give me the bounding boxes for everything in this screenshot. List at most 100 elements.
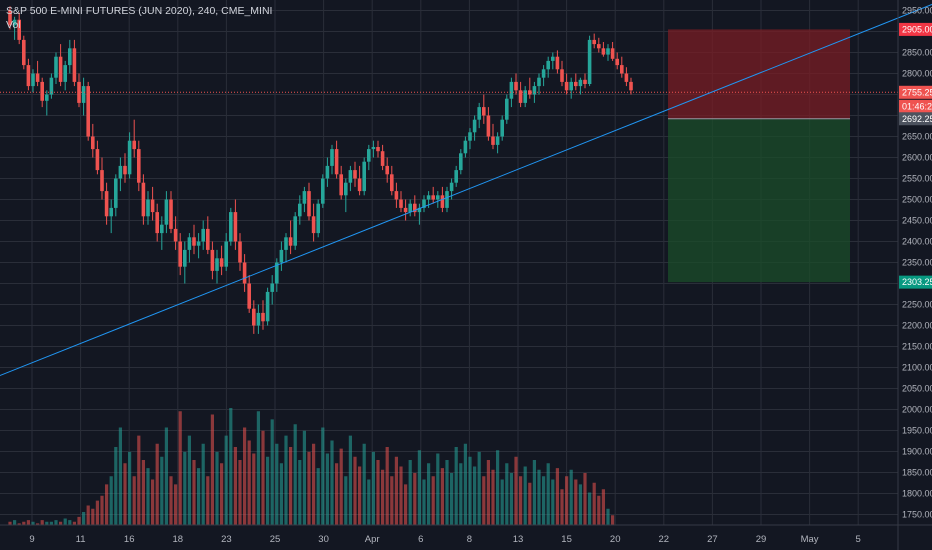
candle-body: [620, 65, 624, 74]
volume-bar: [431, 476, 435, 525]
candle-body: [284, 237, 288, 250]
volume-bar: [100, 495, 104, 525]
y-tick-label: 1900.00: [902, 447, 932, 457]
volume-bar: [316, 468, 320, 525]
volume-bar: [413, 473, 417, 525]
volume-bar: [298, 460, 302, 525]
candle-body: [403, 207, 408, 213]
volume-bar: [54, 520, 58, 525]
candle-body: [298, 203, 302, 217]
volume-bar: [574, 479, 578, 525]
candle-body: [477, 107, 481, 120]
candle-body: [288, 237, 293, 246]
candle-body: [8, 10, 12, 26]
volume-bar: [459, 463, 463, 525]
volume-indicator-label[interactable]: Vol: [6, 19, 21, 31]
y-tick-label: 2600.00: [902, 153, 932, 163]
y-tick-label: 2650.00: [902, 132, 932, 142]
candle-body: [261, 312, 265, 322]
candle-body: [100, 170, 104, 192]
volume-bar: [597, 495, 601, 525]
candle-body: [482, 107, 486, 116]
candle-body: [270, 283, 274, 292]
volume-bar: [578, 484, 582, 525]
y-tick-label: 2350.00: [902, 258, 932, 268]
y-tick-label: 1800.00: [902, 489, 932, 499]
candle-body: [40, 81, 44, 101]
volume-bar: [187, 435, 191, 525]
x-tick-label: 9: [29, 534, 34, 545]
candle-body: [560, 69, 564, 82]
volume-bar: [611, 515, 615, 525]
candle-body: [238, 241, 242, 263]
candle-body: [58, 56, 63, 82]
current-price-tag-bg: [899, 85, 932, 99]
candle-body: [109, 207, 113, 217]
candle-body: [334, 149, 339, 175]
volume-bar: [284, 435, 288, 525]
volume-bar: [588, 492, 592, 525]
y-tick-label: 2850.00: [902, 48, 932, 58]
volume-bar: [252, 453, 256, 525]
volume-bar: [210, 414, 214, 525]
volume-bar: [321, 427, 325, 525]
candle-body: [500, 119, 504, 137]
candle-body: [95, 149, 100, 171]
candle-body: [229, 212, 233, 242]
stop-price-tag: 2905.00: [902, 24, 932, 34]
candle-body: [325, 165, 330, 179]
y-tick-label: 1950.00: [902, 426, 932, 436]
y-tick-label: 1750.00: [902, 510, 932, 520]
volume-bar: [256, 411, 260, 525]
volume-bar: [95, 500, 99, 525]
candle-body: [178, 241, 182, 267]
volume-bar: [132, 476, 136, 525]
y-tick-label: 2000.00: [902, 405, 932, 415]
volume-bar: [224, 435, 228, 525]
volume-bar: [601, 489, 605, 525]
candle-body: [54, 56, 58, 78]
candle-body: [81, 86, 86, 103]
volume-bar: [528, 482, 532, 525]
long-position-tool[interactable]: [668, 29, 850, 283]
candle-body: [353, 170, 357, 179]
candle-body: [394, 191, 399, 200]
volume-bar: [505, 463, 509, 525]
volume-bar: [514, 456, 518, 525]
current-price-tag: 2755.25: [902, 87, 932, 97]
y-tick-label: 2450.00: [902, 216, 932, 226]
volume-bar: [496, 450, 500, 525]
candle-body: [339, 174, 343, 196]
candle-body: [615, 58, 619, 66]
volume-bar: [335, 463, 339, 525]
candle-body: [380, 151, 385, 166]
candle-body: [219, 258, 224, 267]
candle-body: [247, 283, 251, 309]
candle-body: [192, 237, 196, 246]
x-tick-label: 11: [76, 534, 86, 545]
candle-body: [196, 241, 201, 246]
entry-price-tag-bg: [899, 112, 932, 126]
drawings[interactable]: [0, 0, 932, 485]
candle-body: [49, 77, 54, 95]
volume-bar: [293, 424, 297, 525]
volume-bar: [468, 456, 472, 525]
candle-body: [307, 191, 311, 217]
volume-bar: [160, 456, 164, 525]
volume-bar: [215, 451, 219, 525]
countdown-tag: 01:46:21: [902, 101, 932, 111]
volume-bar: [63, 518, 67, 525]
candle-body: [63, 65, 67, 82]
candle-body: [279, 249, 284, 263]
volume-bar: [146, 468, 150, 525]
x-tick-label: 13: [513, 534, 524, 545]
candle-body: [445, 191, 449, 208]
volume-bar: [201, 443, 205, 525]
symbol-title[interactable]: S&P 500 E-MINI FUTURES (JUN 2020), 240, …: [6, 5, 273, 17]
y-tick-label: 2250.00: [902, 300, 932, 310]
x-tick-label: 27: [707, 534, 718, 545]
volume-bar: [197, 468, 201, 525]
x-tick-label: 30: [318, 534, 329, 545]
